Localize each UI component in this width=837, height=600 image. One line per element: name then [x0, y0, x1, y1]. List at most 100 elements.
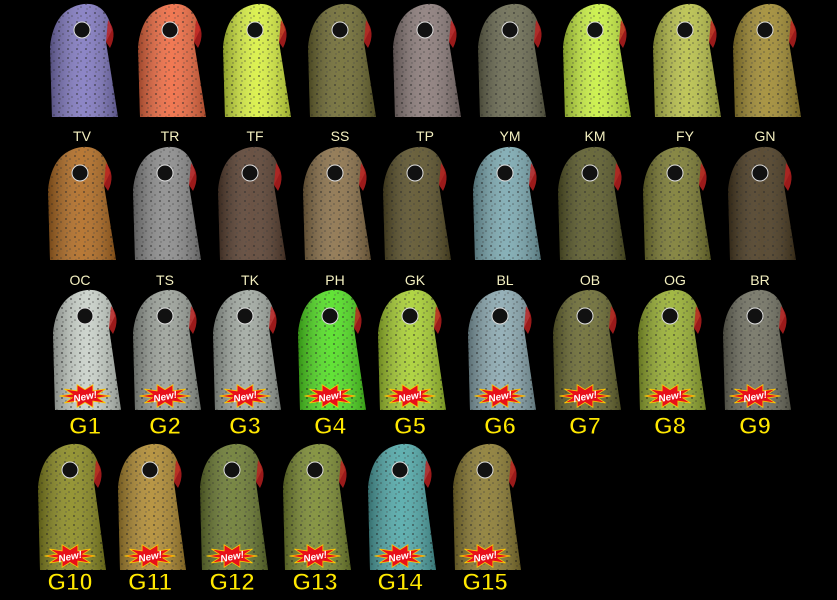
lure-eye: [401, 307, 419, 325]
lure-eye: [73, 21, 91, 39]
new-badge: [44, 543, 96, 569]
lure: [393, 3, 461, 117]
lure-gill: [354, 306, 362, 334]
lure-gill: [439, 163, 447, 191]
new-badge: [124, 543, 176, 569]
lure-shade: [378, 289, 446, 410]
lure-gill: [189, 163, 197, 191]
color-code: G7: [569, 413, 601, 440]
lure: New!: [638, 289, 706, 410]
new-badge: [206, 543, 258, 569]
lure-eye: [76, 307, 94, 325]
color-code: G10: [47, 569, 92, 596]
new-badge: [289, 543, 341, 569]
lure-eye: [156, 307, 174, 325]
new-badge: [374, 543, 426, 569]
lure-eye: [241, 164, 259, 182]
color-code: G4: [314, 413, 347, 440]
lure-gill: [94, 460, 102, 488]
new-badge: [139, 383, 191, 409]
color-code: YM: [500, 128, 521, 144]
lure: New!: [133, 289, 201, 410]
new-badge-text: New!: [302, 549, 328, 565]
lure: New!: [378, 289, 446, 410]
lure: [48, 146, 116, 260]
lure-gill: [106, 20, 114, 48]
lure: [303, 146, 371, 260]
lure-shade: [133, 146, 201, 260]
new-badge: [559, 383, 611, 409]
new-badge-text: New!: [397, 389, 423, 405]
color-code: FY: [676, 128, 695, 144]
new-badge: [474, 383, 526, 409]
lure-eye: [661, 307, 679, 325]
lure-gill: [104, 163, 112, 191]
color-code: BR: [750, 272, 769, 288]
lure-gill: [269, 306, 277, 334]
new-badge-text: New!: [219, 549, 245, 565]
lure: New!: [200, 443, 268, 570]
color-code: G5: [394, 413, 426, 440]
lure-eye: [61, 461, 79, 479]
lure-eye: [156, 164, 174, 182]
lure-gill: [619, 20, 627, 48]
lure-gill: [189, 306, 197, 334]
lure-eye: [576, 307, 594, 325]
lure-shade: [53, 289, 121, 410]
lure-shade: [733, 3, 801, 117]
lure-gill: [424, 460, 432, 488]
new-badge: [384, 383, 436, 409]
lure-shade: [563, 3, 631, 117]
lure: New!: [298, 289, 366, 410]
lure-eye: [161, 21, 179, 39]
lure-shade: [218, 146, 286, 260]
color-code: TP: [416, 128, 434, 144]
lure-eye: [746, 307, 764, 325]
new-badge: [59, 383, 111, 409]
lure-shade: [308, 3, 376, 117]
lure: New!: [368, 443, 436, 570]
lure-shade: [298, 289, 366, 410]
lure-shade: [213, 289, 281, 410]
color-code: GK: [405, 272, 426, 288]
lure-gill: [509, 460, 517, 488]
lure-shade: [283, 443, 351, 570]
lure: New!: [553, 289, 621, 410]
lure: New!: [118, 443, 186, 570]
color-code: G8: [654, 413, 686, 440]
new-badge: [304, 383, 356, 409]
color-code: OC: [70, 272, 91, 288]
color-code: G3: [229, 413, 261, 440]
lure-eye: [666, 164, 684, 182]
lure-gill: [609, 306, 617, 334]
lure-gill: [279, 20, 287, 48]
lure-gill: [699, 163, 707, 191]
lure-eye: [491, 307, 509, 325]
lure-gill: [359, 163, 367, 191]
color-code: TV: [73, 128, 92, 144]
color-code: G14: [377, 569, 423, 596]
new-badge-text: New!: [387, 549, 413, 565]
color-code: TF: [246, 128, 263, 144]
lure-shade: [453, 443, 521, 570]
lure: New!: [723, 289, 791, 410]
lure-gill: [449, 20, 457, 48]
lure-shade: [653, 3, 721, 117]
lure-shade: [553, 289, 621, 410]
lure-eye: [476, 461, 494, 479]
lure: New!: [453, 443, 521, 570]
lure-gill: [709, 20, 717, 48]
lure-shade: [723, 289, 791, 410]
lure: [653, 3, 721, 117]
lure-eye: [331, 21, 349, 39]
lure-shade: [473, 146, 541, 260]
new-badge-text: New!: [487, 389, 513, 405]
lure-gill: [274, 163, 282, 191]
color-code: G9: [739, 413, 771, 440]
new-badge-text: New!: [57, 549, 83, 565]
lure-gill: [779, 306, 787, 334]
lure: New!: [468, 289, 536, 410]
new-badge-text: New!: [317, 389, 343, 405]
lure-eye: [676, 21, 694, 39]
lure-shade: [118, 443, 186, 570]
